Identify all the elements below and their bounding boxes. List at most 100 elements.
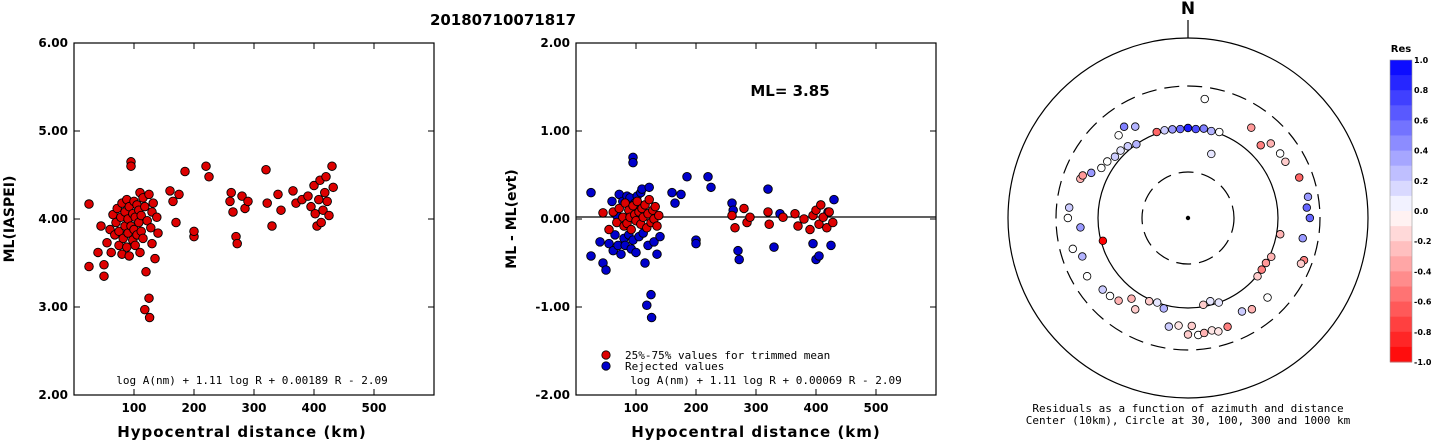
y-tick-label: 2.00 bbox=[38, 388, 68, 402]
data-point bbox=[262, 198, 272, 208]
colorbar-cell bbox=[1390, 346, 1412, 363]
trimmed-point bbox=[745, 212, 755, 222]
data-point bbox=[140, 304, 150, 315]
station-point bbox=[1296, 259, 1306, 268]
station-point bbox=[1152, 127, 1161, 137]
data-point bbox=[144, 293, 154, 303]
data-point bbox=[201, 161, 211, 171]
trimmed-point bbox=[822, 223, 832, 233]
colorbar-cell bbox=[1390, 150, 1412, 167]
station-point bbox=[1160, 126, 1169, 135]
station-point bbox=[1105, 291, 1115, 301]
data-point bbox=[189, 226, 199, 237]
event-ml-label: ML= 3.85 bbox=[750, 82, 829, 100]
trimmed-point bbox=[828, 217, 838, 228]
data-point bbox=[204, 172, 214, 182]
x-ticks: 100 200 300 400 500 bbox=[623, 43, 889, 415]
colorbar-cell bbox=[1390, 135, 1412, 152]
x-tick-label: 200 bbox=[181, 401, 206, 415]
x-tick-label: 100 bbox=[121, 401, 146, 415]
colorbar-tick-label: -0.6 bbox=[1414, 298, 1432, 307]
rejected-point bbox=[691, 238, 701, 249]
colorbar-cell bbox=[1390, 165, 1412, 182]
colorbar-tick-label: -0.2 bbox=[1414, 237, 1432, 246]
data-point bbox=[141, 267, 151, 277]
station-point bbox=[1082, 272, 1092, 281]
data-point bbox=[99, 260, 109, 270]
x-axis-label: Hypocentral distance (km) bbox=[117, 423, 367, 441]
trimmed-point bbox=[816, 200, 826, 210]
trimmed-point bbox=[626, 224, 636, 235]
data-point bbox=[321, 172, 331, 182]
y-tick-label: 2.00 bbox=[540, 36, 570, 50]
data-point bbox=[267, 221, 277, 231]
trimmed-point bbox=[763, 207, 773, 217]
rejected-point bbox=[808, 238, 818, 249]
station-point bbox=[1206, 297, 1215, 306]
station-point bbox=[1207, 126, 1216, 136]
colorbar-tick-label: 0.4 bbox=[1414, 147, 1429, 156]
trimmed-point bbox=[644, 194, 654, 205]
data-point bbox=[322, 196, 332, 207]
ring-300km bbox=[1055, 85, 1321, 351]
station-point bbox=[1298, 234, 1307, 243]
data-point bbox=[144, 189, 154, 200]
station-point bbox=[1068, 244, 1077, 254]
data-point bbox=[225, 196, 235, 207]
y-tick-label: 0.00 bbox=[540, 212, 570, 226]
station-point bbox=[1174, 321, 1183, 330]
y-tick-label: -2.00 bbox=[535, 388, 570, 402]
colorbar-tick-label: -0.4 bbox=[1414, 267, 1432, 276]
legend-label-trimmed: 25%-75% values for trimmed mean bbox=[625, 349, 830, 362]
trimmed-point bbox=[764, 219, 774, 230]
rejected-point bbox=[610, 230, 620, 240]
station-point bbox=[1303, 192, 1313, 202]
data-point bbox=[135, 247, 145, 258]
station-point bbox=[1237, 307, 1247, 316]
colorbar-ticks: 1.0 0.8 0.6 0.4 0.2 0.0 -0.2 -0.4 -0.6 -0.8 -1.0 bbox=[1414, 56, 1432, 367]
data-point bbox=[146, 223, 156, 233]
station-point bbox=[1266, 139, 1275, 148]
station-point bbox=[1199, 300, 1208, 309]
station-point bbox=[1098, 285, 1107, 294]
station-point bbox=[1199, 328, 1209, 338]
trimmed-point bbox=[598, 208, 608, 218]
trimmed-point bbox=[654, 210, 664, 221]
data-point bbox=[165, 186, 175, 196]
station-point bbox=[1257, 265, 1266, 274]
data-point bbox=[130, 240, 140, 251]
y-ticks: 2.00 3.00 4.00 5.00 6.00 bbox=[38, 36, 434, 402]
colorbar-cell bbox=[1390, 180, 1412, 197]
rejected-point bbox=[616, 249, 626, 259]
rejected-point bbox=[814, 251, 824, 261]
y-axis-label: ML(IASPEI) bbox=[2, 176, 18, 263]
trimmed-point bbox=[739, 203, 749, 214]
colorbar-cell bbox=[1390, 226, 1412, 242]
station-point bbox=[1275, 149, 1285, 158]
station-point bbox=[1253, 272, 1262, 281]
station-point bbox=[1132, 140, 1141, 149]
trimmed-point bbox=[790, 208, 800, 219]
data-point bbox=[288, 186, 298, 196]
trimmed-point bbox=[730, 223, 740, 233]
station-point bbox=[1078, 171, 1087, 180]
colorbar-cell bbox=[1390, 331, 1412, 348]
data-point bbox=[316, 217, 326, 228]
rejected-point bbox=[676, 189, 686, 200]
data-point bbox=[226, 187, 236, 198]
rejected-point bbox=[826, 240, 836, 251]
x-tick-label: 300 bbox=[241, 401, 266, 415]
data-point bbox=[171, 217, 181, 228]
rejected-point bbox=[703, 172, 713, 182]
rejected-point bbox=[670, 198, 680, 208]
station-point bbox=[1076, 223, 1085, 232]
formula-label: log A(nm) + 1.11 log R + 0.00189 R - 2.0… bbox=[116, 374, 388, 387]
data-point bbox=[122, 242, 132, 252]
colorbar-cell bbox=[1390, 286, 1412, 303]
y-tick-label: 4.00 bbox=[38, 212, 68, 226]
data-points bbox=[84, 157, 338, 323]
station-point bbox=[1281, 157, 1290, 166]
station-point bbox=[1131, 305, 1140, 314]
data-point bbox=[310, 208, 320, 219]
data-points bbox=[586, 152, 839, 323]
